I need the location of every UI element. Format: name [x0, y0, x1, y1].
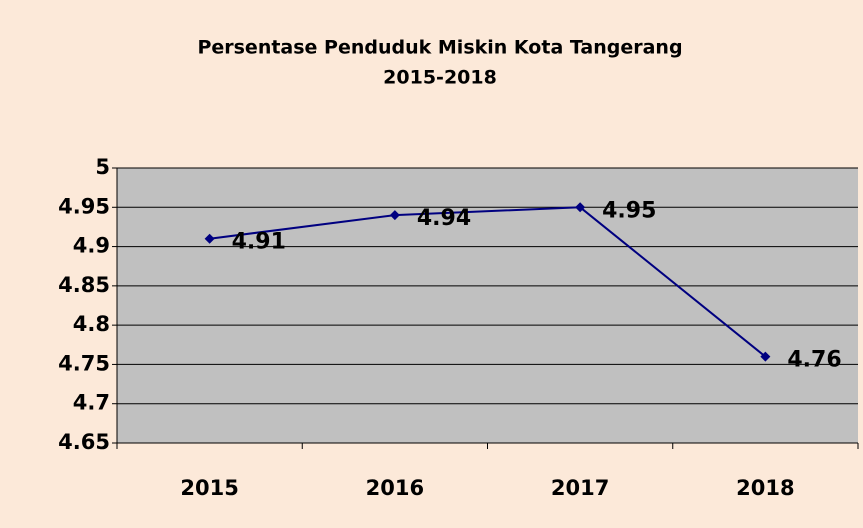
x-tick-label: 2017 [551, 476, 609, 500]
y-tick-label: 4.85 [58, 273, 110, 297]
y-tick-label: 4.65 [58, 430, 110, 454]
y-tick-label: 4.7 [73, 391, 110, 415]
x-tick-label: 2015 [180, 476, 238, 500]
x-tick-label: 2018 [736, 476, 794, 500]
y-tick-label: 4.9 [73, 234, 110, 258]
chart-title: Persentase Penduduk Miskin Kota Tangeran… [197, 37, 682, 59]
series-line [209, 206, 767, 358]
y-tick-label: 4.8 [73, 312, 110, 336]
data-label: 4.94 [417, 206, 471, 231]
data-label: 4.76 [787, 348, 841, 373]
x-tick-label: 2016 [366, 476, 424, 500]
y-tick-label: 4.75 [58, 351, 110, 375]
data-point [575, 202, 586, 213]
plot-area [117, 168, 858, 443]
data-point [389, 210, 400, 221]
data-label: 4.91 [232, 230, 286, 255]
data-label: 4.95 [602, 198, 656, 223]
data-point [204, 233, 215, 244]
y-tick-label: 5 [95, 155, 110, 179]
data-point [760, 351, 771, 362]
y-tick-label: 4.95 [58, 194, 110, 218]
chart-subtitle: 2015-2018 [383, 67, 497, 89]
